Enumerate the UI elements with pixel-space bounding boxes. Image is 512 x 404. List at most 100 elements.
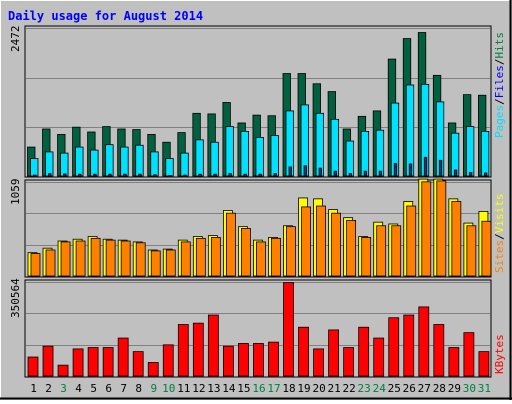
sites-bar (391, 225, 402, 277)
sites-bar (436, 180, 447, 277)
kbytes-ymax-label: 350564 (9, 278, 22, 318)
files-bar (330, 118, 340, 177)
sites-bar (406, 205, 417, 277)
kbytes-bar (418, 306, 430, 377)
x-tick-label: 29 (448, 382, 461, 395)
bars-layer (27, 32, 492, 377)
sites-bar (481, 220, 492, 277)
files-bar (210, 141, 219, 177)
files-bar (120, 146, 129, 177)
kbytes-bar (373, 337, 385, 377)
pages-bar (288, 166, 292, 177)
sites-bar (256, 241, 266, 277)
visits-ymax-label: 1059 (9, 179, 22, 206)
x-tick-label: 9 (150, 382, 157, 395)
kbytes-bar (463, 332, 475, 377)
legend-files: Files (493, 65, 506, 98)
kbytes-bar (238, 343, 249, 377)
pages-bar (168, 174, 172, 177)
files-bar (105, 144, 114, 177)
kbytes-bar (57, 364, 69, 377)
pages-bar (318, 167, 322, 177)
pages-bar (228, 173, 232, 177)
files-bar (180, 152, 189, 177)
legend-hits: Hits (493, 32, 506, 59)
pages-bar (243, 173, 247, 177)
kbytes-bar (343, 347, 355, 377)
files-bar (135, 144, 144, 177)
x-tick-label: 24 (373, 382, 387, 395)
sites-bar (466, 225, 477, 277)
x-tick-label: 11 (177, 382, 190, 395)
files-bar (345, 140, 355, 177)
sites-bar (331, 212, 342, 277)
kbytes-bar (147, 362, 159, 377)
pages-bar (138, 173, 142, 177)
x-tick-label: 5 (90, 382, 97, 395)
kbytes-bar (448, 347, 460, 377)
sites-bar (241, 228, 251, 277)
files-bar (150, 151, 159, 177)
pages-bar (258, 173, 262, 177)
x-tick-label: 16 (252, 382, 265, 395)
pages-bar (78, 173, 82, 177)
sites-bar (451, 201, 462, 277)
pages-bar (423, 156, 428, 177)
sites-bar (45, 249, 56, 277)
sites-bar (225, 212, 236, 277)
x-tick-label: 2 (45, 382, 52, 395)
kbytes-bar (433, 324, 445, 377)
legend-kbytes: KBytes (493, 334, 506, 374)
hits-legend: Pages/Files/Hits (493, 32, 506, 138)
pages-bar (408, 163, 413, 177)
kbytes-bar (388, 317, 400, 377)
sites-bar (301, 206, 311, 277)
x-tick-label: 25 (388, 382, 401, 395)
hits-ymax-label: 2472 (9, 26, 22, 53)
sites-bar (165, 249, 176, 277)
sites-bar (120, 240, 131, 277)
files-bar (465, 126, 475, 177)
x-tick-label: 22 (343, 382, 356, 395)
files-bar (60, 152, 69, 177)
files-bar (255, 137, 264, 177)
kbytes-bar (42, 345, 54, 377)
pages-bar (453, 169, 458, 177)
files-bar (90, 149, 99, 177)
sites-bar (271, 237, 281, 277)
kbytes-bar (478, 351, 490, 377)
files-bar (165, 158, 174, 177)
files-bar (225, 126, 234, 177)
pages-bar (198, 173, 202, 177)
x-tick-label: 13 (207, 382, 220, 395)
kbytes-bar (313, 348, 324, 377)
kbytes-bar (117, 337, 129, 377)
x-tick-label: 20 (312, 382, 325, 395)
pages-bar (63, 173, 67, 177)
sites-bar (421, 181, 432, 277)
x-axis-labels: 1 2 3 4 5 6 7 8 9 10 11 12 13 14 15 16 17 18 19 20 21 22 23 24 2… (30, 382, 491, 395)
pages-bar (33, 174, 37, 177)
x-tick-label: 4 (75, 382, 82, 395)
kbytes-bar (72, 348, 84, 377)
files-bar (480, 130, 490, 177)
pages-bar (183, 174, 187, 177)
files-bar (405, 84, 415, 177)
visits-legend: Sites/Visits (493, 194, 506, 274)
pages-bar (108, 173, 112, 177)
sites-bar (316, 205, 326, 277)
kbytes-bar (192, 322, 204, 377)
pages-bar (303, 165, 307, 177)
kbytes-bar (328, 329, 340, 377)
files-bar (360, 130, 370, 177)
kbytes-bar (162, 344, 174, 377)
pages-bar (393, 162, 398, 177)
sites-bar (30, 253, 41, 277)
files-bar (240, 130, 249, 177)
kbytes-bar (177, 324, 189, 377)
x-tick-label: 17 (267, 382, 280, 395)
pages-bar (123, 173, 127, 177)
x-tick-label: 3 (60, 382, 67, 395)
kbytes-bar (283, 282, 294, 377)
